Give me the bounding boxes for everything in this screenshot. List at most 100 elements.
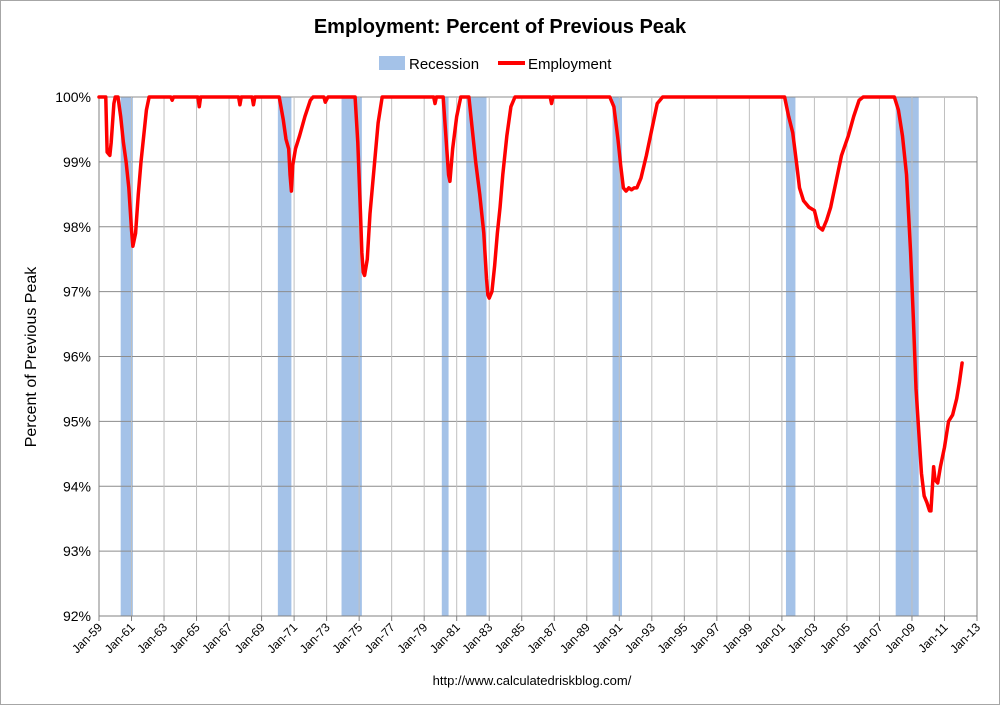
data-point: [198, 105, 201, 108]
data-point: [493, 264, 496, 267]
data-point: [825, 219, 828, 222]
data-point: [142, 135, 145, 137]
data-point: [354, 96, 356, 98]
data-point: [125, 161, 127, 163]
data-point: [912, 316, 915, 319]
data-point: [955, 397, 958, 400]
data-point: [104, 96, 107, 98]
data-point: [137, 193, 140, 196]
data-point: [633, 187, 635, 189]
data-point: [787, 115, 790, 118]
x-tick-label: Jan-03: [785, 620, 821, 656]
x-tick-label: Jan-89: [557, 620, 593, 656]
data-point: [783, 96, 786, 98]
data-point: [278, 96, 281, 98]
data-point: [237, 96, 240, 98]
data-point: [432, 96, 435, 98]
data-point: [496, 232, 499, 235]
data-point: [114, 96, 117, 98]
data-point: [132, 245, 134, 248]
axes: [98, 97, 978, 617]
data-point: [366, 258, 369, 260]
y-axis-label: Percent of Previous Peak: [23, 266, 40, 448]
data-point: [506, 135, 508, 137]
data-point: [474, 161, 477, 163]
x-tick-label: Jan-99: [720, 620, 756, 656]
x-tick-label: Jan-79: [394, 620, 430, 656]
data-point: [622, 187, 625, 189]
data-point: [197, 96, 199, 98]
data-point: [130, 229, 133, 231]
data-point: [926, 501, 928, 504]
data-point: [943, 446, 946, 449]
data-point: [961, 362, 963, 364]
data-point: [905, 174, 908, 176]
data-point: [148, 96, 150, 98]
data-point: [304, 115, 306, 118]
data-point: [289, 174, 291, 176]
data-point: [455, 115, 458, 118]
data-point: [901, 135, 904, 137]
data-point: [381, 96, 383, 98]
data-point: [445, 135, 447, 137]
data-point: [362, 271, 365, 273]
data-point: [636, 187, 638, 189]
data-point: [373, 167, 375, 170]
x-tick-label: Jan-77: [362, 620, 398, 656]
data-point: [817, 225, 820, 228]
data-point: [324, 101, 327, 103]
data-point: [451, 148, 454, 150]
data-point: [645, 154, 648, 157]
data-point: [510, 105, 512, 108]
x-tick-label: Jan-13: [947, 620, 983, 656]
series-layer: [97, 95, 964, 513]
data-point: [795, 164, 798, 166]
data-point: [829, 206, 832, 209]
data-point: [488, 297, 491, 299]
data-point: [549, 96, 551, 98]
data-point: [172, 96, 175, 98]
data-point: [447, 174, 450, 176]
data-point: [251, 96, 253, 98]
data-point: [791, 131, 794, 134]
data-point: [840, 154, 843, 157]
x-tick-label: Jan-65: [167, 620, 203, 656]
data-point: [625, 190, 627, 192]
y-tick-label: 99%: [63, 154, 91, 170]
data-point: [312, 96, 314, 98]
x-tick-label: Jan-59: [69, 620, 105, 656]
data-point: [140, 161, 142, 163]
data-point: [434, 102, 436, 105]
data-point: [617, 138, 619, 140]
chart-title: Employment: Percent of Previous Peak: [314, 16, 687, 38]
data-point: [661, 96, 664, 98]
data-point: [501, 174, 504, 176]
x-tick-label: Jan-61: [102, 620, 138, 656]
legend-label-employment: Employment: [528, 56, 612, 73]
data-point: [627, 187, 630, 189]
y-tick-label: 97%: [63, 284, 91, 300]
x-tick-labels: Jan-59Jan-61Jan-63Jan-65Jan-67Jan-69Jan-…: [69, 616, 983, 656]
data-point: [923, 495, 925, 497]
data-point: [821, 229, 824, 231]
data-point: [377, 122, 379, 124]
y-tick-label: 94%: [63, 478, 91, 494]
data-point: [369, 212, 371, 215]
data-point: [485, 277, 488, 280]
data-point: [656, 102, 659, 105]
data-point: [862, 96, 864, 98]
data-point: [930, 510, 932, 512]
x-tick-label: Jan-83: [459, 620, 495, 656]
data-point: [858, 99, 860, 102]
data-point: [808, 206, 810, 209]
data-point: [442, 96, 444, 98]
data-point: [309, 99, 312, 102]
y-tick-label: 96%: [63, 349, 91, 365]
data-point: [470, 122, 473, 124]
data-point: [109, 154, 111, 157]
data-point: [640, 177, 642, 179]
data-point: [106, 151, 108, 153]
data-point: [651, 128, 653, 131]
legend-swatch-recession: [379, 56, 405, 70]
